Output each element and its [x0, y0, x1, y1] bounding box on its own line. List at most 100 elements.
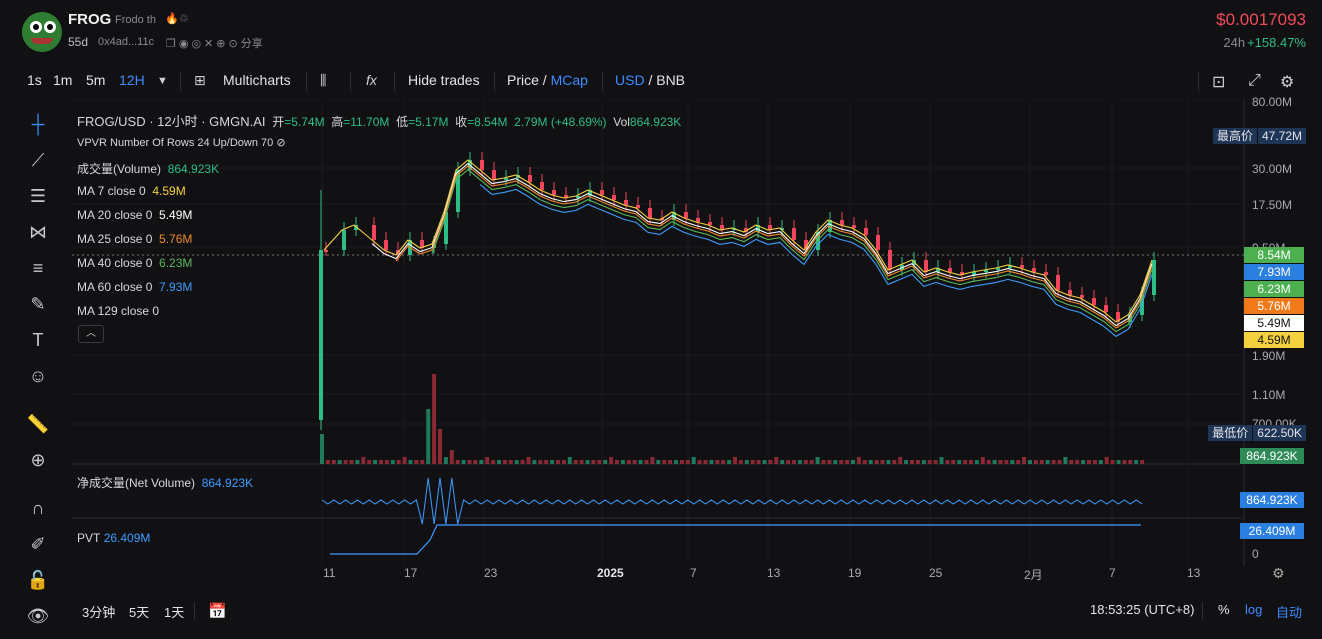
x-tick-label: 23 — [484, 566, 498, 580]
volume-bar — [449, 450, 454, 464]
volume-bar — [337, 460, 342, 464]
interval-5m[interactable]: 5m — [86, 72, 106, 88]
candle-body — [480, 160, 484, 170]
token-price: $0.0017093 — [1216, 10, 1306, 29]
log-toggle[interactable]: log — [1245, 602, 1263, 617]
volume-bar — [845, 460, 850, 464]
multicharts-icon[interactable]: ⊞ — [194, 72, 206, 88]
share-link[interactable]: 分享 — [240, 38, 263, 50]
social-icons[interactable]: ❐◉◎✕⊕⊙分享 — [166, 38, 263, 50]
hide-trades-button[interactable]: Hide trades — [408, 72, 480, 88]
text-icon[interactable]: T — [32, 330, 44, 350]
volume-bar — [744, 460, 749, 464]
indicators-icon[interactable]: fx — [366, 72, 377, 88]
volume-bar — [585, 460, 590, 464]
price-axis-label: 7.93M — [1244, 264, 1304, 280]
camera-icon[interactable]: ⊡ — [1212, 74, 1226, 91]
clock-time[interactable]: 18:53:25 (UTC+8) — [1090, 602, 1195, 617]
moving-average-line — [323, 159, 1153, 323]
volume-bar — [361, 457, 366, 464]
brush-icon[interactable]: ✎ — [30, 294, 46, 314]
candle-body — [564, 195, 568, 198]
chevron-down-icon[interactable]: ▼ — [157, 75, 168, 87]
horizontal-lines-icon[interactable]: ☰ — [29, 186, 47, 206]
candle-body — [624, 200, 628, 205]
collapse-legend-button[interactable]: ︿ — [78, 325, 104, 343]
settings-icon[interactable]: ⚙ — [1280, 74, 1295, 91]
volume-bar — [1004, 460, 1009, 464]
token-address[interactable]: 0x4ad...11c — [98, 36, 155, 48]
volume-bar — [933, 460, 938, 464]
ma-legend-row: MA 129 close 0 — [77, 304, 160, 318]
net-volume-legend: 净成交量(Net Volume) 864.923K — [77, 476, 254, 490]
ohlc-legend: FROG/USD · 12小时 · GMGN.AI 开=5.74M 高=11.7… — [77, 114, 682, 129]
vpvr-legend: VPVR Number Of Rows 24 Up/Down 70 ⊘ — [77, 137, 286, 149]
pattern-icon[interactable]: ⋈ — [29, 222, 47, 242]
price-toggle[interactable]: Price / MCap — [507, 72, 588, 88]
volume-bar — [727, 460, 732, 464]
volume-bar — [331, 460, 336, 464]
candle-body — [840, 220, 844, 225]
fib-icon[interactable]: ≡ — [32, 258, 44, 278]
pvt-line — [330, 524, 1141, 555]
moving-average-line — [431, 168, 1153, 333]
interval-1s[interactable]: 1s — [27, 72, 42, 88]
eye-off-icon[interactable]: ⊘ — [276, 137, 286, 149]
candle-body — [612, 195, 616, 200]
volume-bar — [750, 460, 755, 464]
volume-bar — [520, 460, 525, 464]
volume-bar — [1087, 460, 1091, 464]
percent-toggle[interactable]: % — [1218, 602, 1230, 617]
volume-bar — [508, 460, 513, 464]
volume-bar — [632, 460, 637, 464]
trendline-icon[interactable]: ⟋ — [31, 150, 45, 170]
currency-toggle[interactable]: USD / BNB — [615, 72, 686, 88]
crosshair-icon[interactable]: ┼ — [31, 114, 45, 134]
price-axis-label: 864.923K — [1240, 448, 1304, 464]
x-tick-label: 17 — [404, 566, 418, 580]
volume-bar — [461, 460, 466, 464]
volume-bar — [1063, 457, 1068, 464]
candle-body — [684, 212, 688, 218]
interval-12h[interactable]: 12H — [119, 72, 145, 88]
volume-bar — [862, 460, 867, 464]
pvt-legend: PVT 26.409M — [77, 531, 151, 545]
range-1d[interactable]: 1天 — [164, 605, 185, 620]
ruler-icon[interactable]: 📏 — [26, 414, 50, 434]
candle-type-icon[interactable]: ⫼ — [320, 72, 327, 88]
volume-bar — [396, 460, 401, 464]
volume-bar — [1045, 460, 1050, 464]
settings-small-icon[interactable]: ⚙ — [1272, 565, 1285, 581]
price-chart[interactable] — [72, 100, 1322, 596]
interval-1m[interactable]: 1m — [53, 72, 73, 88]
candle-body — [1092, 298, 1096, 305]
calendar-icon[interactable]: 📅 — [208, 603, 227, 620]
emoji-icon[interactable]: ☺ — [28, 366, 48, 386]
ma-legend-row: MA 20 close 0 5.49M — [77, 208, 193, 222]
volume-bar — [420, 460, 425, 464]
volume-bar — [898, 457, 903, 464]
eye-icon[interactable]: 👁 — [26, 606, 50, 626]
auto-toggle[interactable]: 自动 — [1276, 605, 1303, 620]
volume-bar — [650, 457, 655, 464]
candle-body — [372, 225, 376, 240]
zoom-in-icon[interactable]: ⊕ — [30, 450, 46, 470]
candle-body — [864, 228, 868, 235]
volume-bar — [986, 460, 991, 464]
volume-bar — [1104, 457, 1109, 464]
chart-canvas[interactable] — [72, 100, 1322, 596]
candle-body — [528, 175, 532, 182]
token-name: FROG — [68, 11, 112, 28]
y-tick-label: 1.10M — [1252, 388, 1286, 402]
volume-bar — [603, 460, 608, 464]
lock-drawing-icon[interactable]: ✐ — [30, 534, 46, 554]
volume-bar — [467, 460, 472, 464]
volume-bar — [379, 460, 383, 464]
volume-bar — [638, 460, 643, 464]
fullscreen-icon[interactable]: ⤢ — [1248, 72, 1261, 89]
range-5d[interactable]: 5天 — [129, 605, 150, 620]
range-3min[interactable]: 3分钟 — [82, 605, 116, 620]
lock-icon[interactable]: 🔓 — [26, 570, 50, 590]
multicharts-button[interactable]: Multicharts — [223, 72, 291, 88]
magnet-icon[interactable]: ∩ — [31, 498, 45, 518]
